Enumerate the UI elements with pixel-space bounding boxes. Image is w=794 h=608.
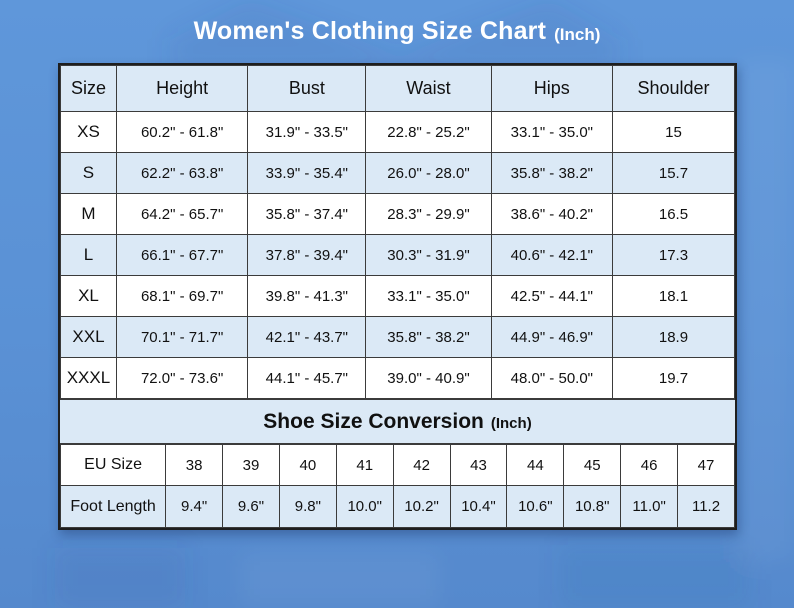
- size-cell: XXXL: [60, 357, 117, 399]
- table-row-xs: XS 60.2" - 61.8" 31.9" - 33.5" 22.8" - 2…: [60, 111, 736, 153]
- eu-size-cell: 47: [677, 444, 735, 486]
- hips-cell: 35.8" - 38.2": [490, 152, 613, 194]
- table-row-l: L 66.1" - 67.7" 37.8" - 39.4" 30.3" - 31…: [60, 234, 736, 276]
- foot-length-cell: 10.6": [506, 485, 565, 528]
- waist-cell: 26.0" - 28.0": [365, 152, 492, 194]
- page-title: Women's Clothing Size Chart: [193, 17, 547, 45]
- shoulder-cell: 19.7: [611, 357, 736, 399]
- eu-size-cell: 43: [449, 444, 508, 486]
- bust-cell: 39.8" - 41.3": [247, 275, 367, 317]
- column-header-shoulder: Shoulder: [611, 65, 736, 112]
- eu-size-cell: 40: [278, 444, 337, 486]
- eu-size-row: EU Size 38 39 40 41 42 43 44 45 46 47: [59, 444, 735, 486]
- clothing-header-row: Size Height Bust Waist Hips Shoulder: [60, 65, 736, 112]
- column-header-size: Size: [60, 65, 117, 112]
- height-cell: 62.2" - 63.8": [115, 152, 249, 194]
- shoulder-cell: 18.9: [611, 316, 736, 358]
- shoulder-cell: 15.7: [611, 152, 736, 194]
- foot-length-cell: 9.4": [165, 485, 224, 528]
- eu-size-label: EU Size: [59, 444, 167, 486]
- column-header-height: Height: [115, 65, 249, 112]
- height-cell: 70.1" - 71.7": [115, 316, 249, 358]
- eu-size-cell: 39: [222, 444, 280, 486]
- eu-size-cell: 44: [506, 444, 565, 486]
- size-cell: L: [60, 234, 117, 276]
- foot-length-label: Foot Length: [59, 485, 167, 528]
- size-cell: XXL: [60, 316, 117, 358]
- height-cell: 66.1" - 67.7": [115, 234, 249, 276]
- height-cell: 60.2" - 61.8": [115, 111, 249, 153]
- foot-length-row: Foot Length 9.4" 9.6" 9.8" 10.0" 10.2" 1…: [59, 485, 735, 528]
- foot-length-cell: 10.8": [563, 485, 622, 528]
- bust-cell: 33.9" - 35.4": [247, 152, 367, 194]
- size-cell: XL: [60, 275, 117, 317]
- foot-length-cell: 9.8": [278, 485, 337, 528]
- shoulder-cell: 15: [611, 111, 736, 153]
- table-row-s: S 62.2" - 63.8" 33.9" - 35.4" 26.0" - 28…: [60, 152, 736, 194]
- hips-cell: 40.6" - 42.1": [490, 234, 613, 276]
- column-header-bust: Bust: [247, 65, 367, 112]
- column-header-waist: Waist: [365, 65, 492, 112]
- eu-size-cell: 46: [620, 444, 679, 486]
- waist-cell: 30.3" - 31.9": [365, 234, 492, 276]
- waist-cell: 28.3" - 29.9": [365, 193, 492, 235]
- hips-cell: 48.0" - 50.0": [490, 357, 613, 399]
- page-header: Women's Clothing Size Chart (Inch): [0, 0, 794, 63]
- size-chart-panel: Size Height Bust Waist Hips Shoulder XS …: [58, 63, 737, 530]
- hips-cell: 38.6" - 40.2": [490, 193, 613, 235]
- height-cell: 72.0" - 73.6": [115, 357, 249, 399]
- shoe-section-header: Shoe Size Conversion (Inch): [60, 399, 735, 444]
- waist-cell: 22.8" - 25.2": [365, 111, 492, 153]
- table-row-m: M 64.2" - 65.7" 35.8" - 37.4" 28.3" - 29…: [60, 193, 736, 235]
- shoulder-cell: 17.3: [611, 234, 736, 276]
- foot-length-cell: 10.0": [335, 485, 394, 528]
- size-cell: S: [60, 152, 117, 194]
- shoe-section-title: Shoe Size Conversion: [263, 409, 484, 433]
- waist-cell: 39.0" - 40.9": [365, 357, 492, 399]
- foot-length-cell: 9.6": [222, 485, 280, 528]
- clothing-size-table: Size Height Bust Waist Hips Shoulder XS …: [60, 65, 736, 399]
- eu-size-cell: 42: [392, 444, 451, 486]
- foot-length-cell: 10.4": [449, 485, 508, 528]
- hips-cell: 33.1" - 35.0": [490, 111, 613, 153]
- size-cell: XS: [60, 111, 117, 153]
- hips-cell: 44.9" - 46.9": [490, 316, 613, 358]
- bust-cell: 42.1" - 43.7": [247, 316, 367, 358]
- bust-cell: 44.1" - 45.7": [247, 357, 367, 399]
- height-cell: 68.1" - 69.7": [115, 275, 249, 317]
- table-row-xl: XL 68.1" - 69.7" 39.8" - 41.3" 33.1" - 3…: [60, 275, 736, 317]
- eu-size-cell: 45: [563, 444, 622, 486]
- shoe-size-table: EU Size 38 39 40 41 42 43 44 45 46 47 Fo…: [59, 444, 735, 528]
- shoe-section-unit: (Inch): [490, 414, 532, 432]
- size-cell: M: [60, 193, 117, 235]
- height-cell: 64.2" - 65.7": [115, 193, 249, 235]
- bust-cell: 37.8" - 39.4": [247, 234, 367, 276]
- foot-length-cell: 11.0": [620, 485, 679, 528]
- hips-cell: 42.5" - 44.1": [490, 275, 613, 317]
- foot-length-cell: 11.2: [677, 485, 735, 528]
- shoulder-cell: 16.5: [611, 193, 736, 235]
- table-row-xxxl: XXXL 72.0" - 73.6" 44.1" - 45.7" 39.0" -…: [60, 357, 736, 399]
- column-header-hips: Hips: [490, 65, 613, 112]
- waist-cell: 35.8" - 38.2": [365, 316, 492, 358]
- shoulder-cell: 18.1: [611, 275, 736, 317]
- table-row-xxl: XXL 70.1" - 71.7" 42.1" - 43.7" 35.8" - …: [60, 316, 736, 358]
- eu-size-cell: 41: [335, 444, 394, 486]
- bust-cell: 31.9" - 33.5": [247, 111, 367, 153]
- bust-cell: 35.8" - 37.4": [247, 193, 367, 235]
- waist-cell: 33.1" - 35.0": [365, 275, 492, 317]
- page-title-unit: (Inch): [554, 25, 601, 44]
- eu-size-cell: 38: [165, 444, 224, 486]
- foot-length-cell: 10.2": [392, 485, 451, 528]
